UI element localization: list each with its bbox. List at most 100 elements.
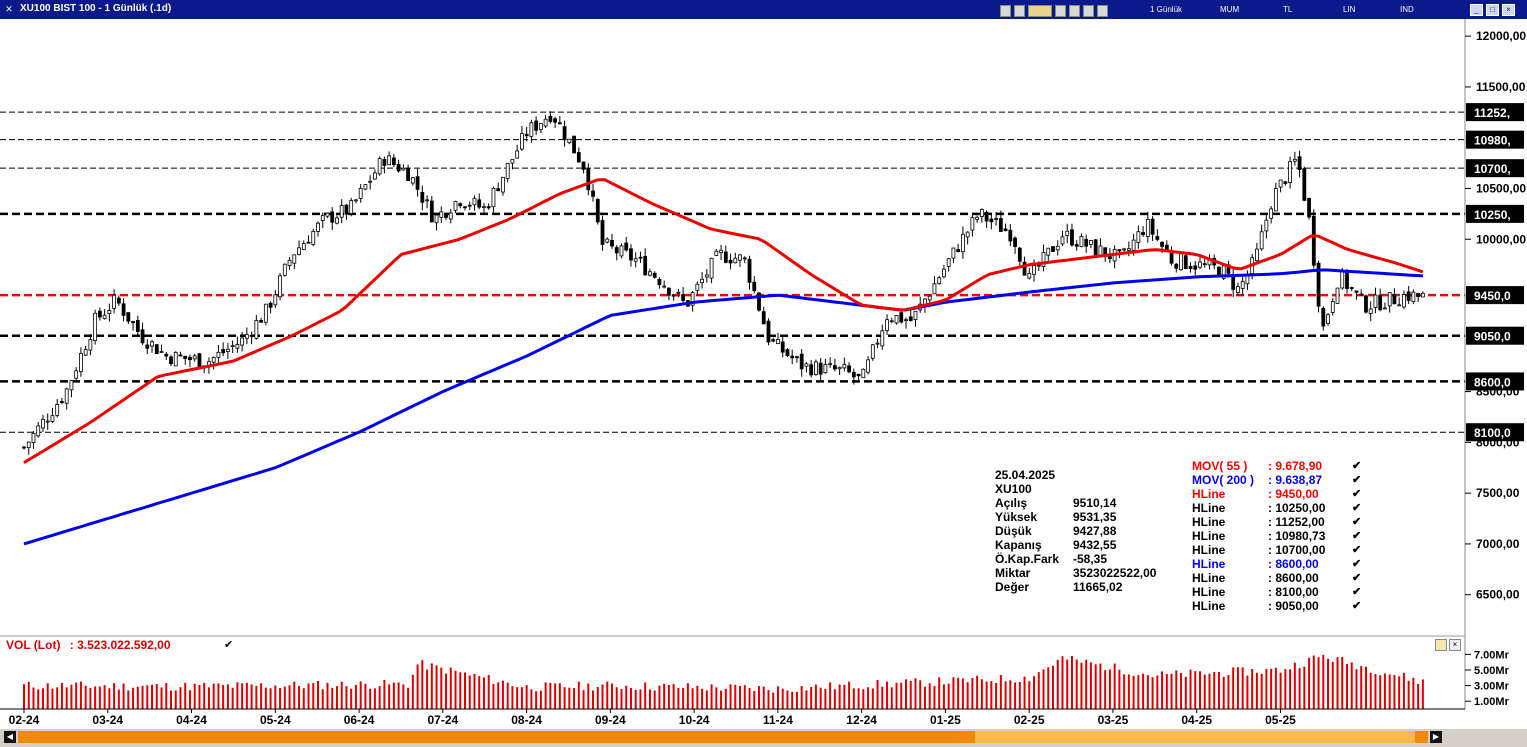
draw-icon[interactable] [1055,5,1066,17]
x-tick-label-14: 04-25 [1181,713,1212,727]
candle-body [1070,229,1074,246]
volume-bar [1056,659,1059,709]
volume-bar [800,686,803,709]
y-tick-label-0: 12000,00 [1476,29,1526,43]
volume-bar [886,681,889,709]
volume-bar [729,684,732,709]
candlestick-series [22,111,1425,455]
zoom-icon[interactable] [1097,5,1108,17]
volume-bar [231,687,234,709]
date-axis: 02-24 03-24 04-24 05-24 06-24 07-24 08-24 09-24… [0,708,1465,727]
legend-check-icon[interactable]: ✔ [1352,502,1362,514]
legend-check-icon[interactable]: ✔ [1352,544,1362,556]
volume-bar [843,684,846,709]
legend-check-icon[interactable]: ✔ [1352,558,1362,570]
candle-body [1155,236,1160,240]
volume-bar [587,683,590,709]
candle-body [1117,249,1122,252]
volume-bar [1312,655,1315,709]
chart-canvas[interactable]: 12000,0011500,0010500,0010000,008500,008… [0,19,1527,729]
candle-body [467,204,472,207]
maximize-button[interactable]: □ [1486,4,1499,16]
window-close-button[interactable]: × [1502,4,1515,16]
candle-body [733,257,738,264]
volume-bar [568,687,571,709]
candle-body [913,310,918,320]
volume-bar [814,684,817,709]
info-symbol: XU100 [995,482,1032,496]
candle-body [771,339,776,342]
candle-body [472,197,477,206]
legend-check-icon[interactable]: ✔ [1352,488,1362,500]
candle-body [1236,286,1240,293]
candle-body [501,176,505,193]
x-tick-label-7: 09-24 [595,713,626,727]
y-tick-label-2: 10500,00 [1476,181,1526,195]
legend-check-icon[interactable]: ✔ [1352,530,1362,542]
volume-bar [32,687,35,709]
candle-body [1074,244,1079,247]
candle-body [69,380,74,391]
functions-badge[interactable] [1028,5,1052,17]
volume-bar [762,686,765,709]
legend-check-icon[interactable]: ✔ [1352,460,1362,472]
volume-bar [155,684,158,709]
scroll-thumb[interactable] [975,731,1415,743]
volume-bar [132,687,135,709]
period-selector[interactable]: 1 Günlük [1150,5,1183,14]
volume-bar [610,683,613,709]
candle-body [832,365,837,370]
candle-body [335,217,339,224]
candle-body [932,283,937,295]
minimize-button[interactable]: _ [1470,4,1483,16]
volume-bar [207,687,210,709]
volume-bar [1355,669,1358,709]
legend-check-icon[interactable]: ✔ [1352,516,1362,528]
panel-close-icon[interactable]: × [1449,639,1461,651]
volume-bar [544,682,547,709]
candle-body [64,388,69,404]
close-icon[interactable]: ✕ [5,4,13,14]
candle-body [690,292,695,306]
candle-body [41,418,45,429]
volume-bar [961,678,964,709]
scroll-right-button[interactable]: ▶ [1430,731,1442,743]
currency-selector[interactable]: TL [1283,5,1293,14]
panel-settings-icon[interactable] [1435,639,1447,651]
candle-body [273,294,278,306]
candle-body [496,188,501,192]
volume-bar [217,683,220,709]
volume-bar [1080,662,1083,709]
candle-body [159,351,164,353]
chart-type-selector[interactable]: MUM [1220,5,1240,14]
pencil-icon[interactable] [1083,5,1094,17]
legend-check-icon[interactable]: ✔ [1352,572,1362,584]
volume-bar [1251,669,1254,709]
candle-body [904,319,908,322]
volume-bar [1051,665,1054,709]
volume-bar [715,687,718,709]
volume-bar [1203,674,1206,709]
candle-body [60,401,64,403]
volume-bar [895,682,898,709]
candle-body [240,337,245,346]
candle-body [197,353,202,368]
volume-bar [1198,671,1201,709]
volume-bar [1393,675,1396,709]
color-icon[interactable] [1014,5,1025,17]
legend-check-icon[interactable]: ✔ [1352,586,1362,598]
legend-check-icon[interactable]: ✔ [1352,474,1362,486]
indicator-selector[interactable]: IND [1400,5,1414,14]
scroll-left-button[interactable]: ◀ [4,731,16,743]
settings-icon[interactable] [1000,5,1011,17]
legend-check-icon[interactable]: ✔ [1352,600,1362,612]
candle-body [643,255,648,276]
volume-bar [497,682,500,709]
candle-body [1354,290,1359,293]
checkmark-icon[interactable]: ✔ [224,639,234,651]
volume-bar [1227,675,1230,709]
volume-bar [1241,667,1244,709]
line-icon[interactable] [1069,5,1080,17]
scale-selector[interactable]: LIN [1343,5,1356,14]
candle-body [1145,218,1150,237]
